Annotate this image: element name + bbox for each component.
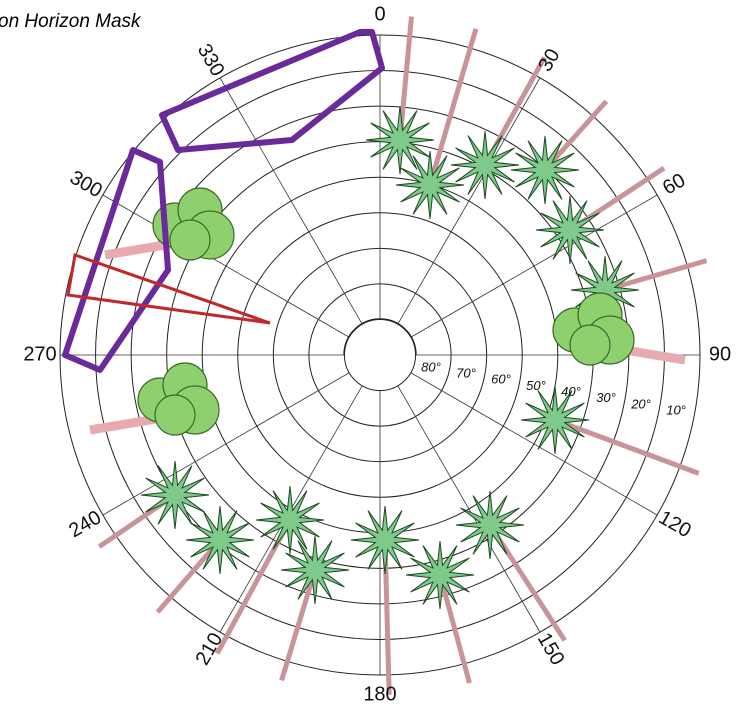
- palm-crown: [255, 485, 325, 555]
- palm-crown: [280, 535, 350, 605]
- palm-crown: [405, 540, 475, 610]
- azimuth-label: 240: [65, 507, 105, 543]
- elevation-label: 20°: [630, 396, 651, 411]
- azimuth-label: 270: [23, 343, 56, 365]
- grid-spoke: [397, 385, 541, 633]
- palm-trunk: [543, 99, 609, 172]
- palm-trunk: [155, 538, 222, 614]
- mask-polygon: [159, 29, 385, 153]
- palm-crown: [510, 135, 580, 205]
- palm-crown: [520, 385, 590, 455]
- grid-spoke: [102, 372, 350, 516]
- title: on Horizon Mask: [0, 11, 142, 32]
- elevation-label: 60°: [491, 372, 511, 387]
- grid-ring: [343, 318, 417, 392]
- elevation-label: 10°: [666, 403, 686, 418]
- azimuth-label: 210: [192, 629, 228, 669]
- elevation-label: 80°: [421, 359, 441, 374]
- tree-canopy: [169, 219, 211, 261]
- palm-trunk: [437, 574, 472, 684]
- elevation-label: 70°: [456, 365, 476, 380]
- azimuth-label: 90: [709, 343, 731, 365]
- zenith-arc: [343, 318, 417, 356]
- elevation-label: 50°: [526, 378, 546, 393]
- palm-crown: [350, 505, 420, 575]
- azimuth-label: 120: [655, 507, 695, 543]
- azimuth-label: 60: [659, 169, 689, 199]
- obstructions: [89, 16, 708, 695]
- palm-trunk: [279, 569, 318, 682]
- palm-crown: [365, 105, 435, 175]
- palm-trunk: [427, 28, 479, 186]
- azimuth-label: 330: [193, 40, 229, 80]
- sun-wedge: [66, 253, 271, 325]
- tree-canopy: [154, 394, 196, 436]
- grid-spoke: [410, 372, 658, 516]
- grid-spoke: [397, 77, 541, 325]
- palm-trunk: [554, 417, 700, 476]
- grid-spoke: [102, 194, 350, 338]
- elevation-label: 40°: [561, 384, 581, 399]
- azimuth-label: 300: [66, 167, 106, 203]
- azimuth-label: 0: [374, 3, 385, 25]
- palm-crown: [535, 195, 605, 265]
- palm-crown: [140, 460, 210, 530]
- grid-spoke: [219, 77, 363, 325]
- palm-crown: [450, 130, 520, 200]
- mask-polygon: [62, 147, 171, 373]
- azimuth-label: 180: [363, 683, 396, 704]
- grid-spoke: [410, 194, 658, 338]
- tree-canopy: [569, 324, 611, 366]
- palm-trunk: [604, 258, 708, 293]
- palm-crown: [455, 490, 525, 560]
- palm-crown: [185, 505, 255, 575]
- elevation-label: 30°: [596, 390, 616, 405]
- palm-crown: [395, 150, 465, 220]
